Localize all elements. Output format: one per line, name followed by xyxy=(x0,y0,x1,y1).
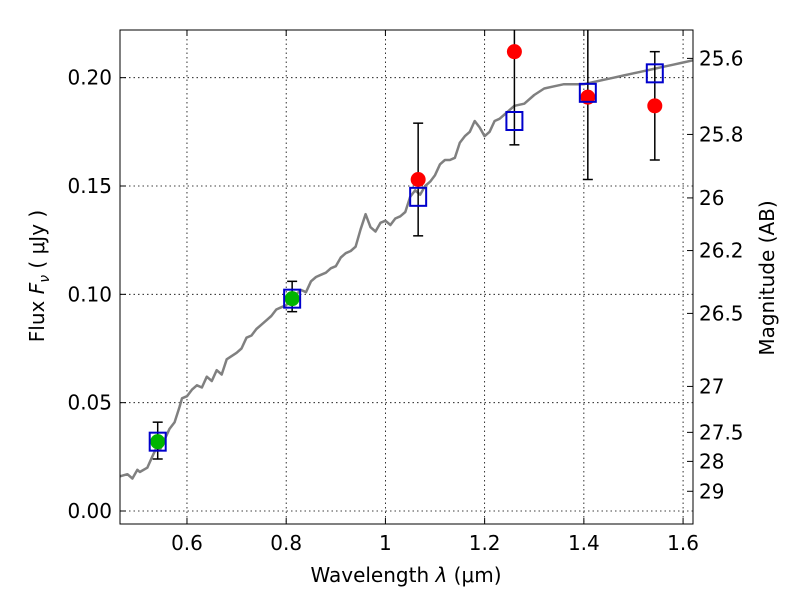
y-tick-label: 0.15 xyxy=(67,174,112,198)
y-tick-label: 0.20 xyxy=(67,66,112,90)
observed-green-point xyxy=(284,291,300,307)
x-tick-label: 1.2 xyxy=(469,531,501,555)
y-axis-title: Flux Fν ( μJy ) xyxy=(25,210,53,342)
x-tick-label: 0.6 xyxy=(171,531,203,555)
y-axis-title-prefix: Flux xyxy=(25,294,49,342)
ticks: 0.6 0.8 1 1.2 1.4 1.6 0.00 0.05 0.10 0.15 0.20 25.6… xyxy=(67,30,744,555)
grid xyxy=(120,30,693,524)
y-axis-title-units: ( μJy ) xyxy=(25,210,49,275)
y-tick-label: 0.10 xyxy=(67,282,112,306)
observed-green-point xyxy=(150,434,166,450)
x-tick-label: 1.6 xyxy=(667,531,699,555)
observed-red-point xyxy=(410,172,426,187)
x-axis-title-prefix: Wavelength xyxy=(310,563,435,587)
observed-red-point xyxy=(647,98,663,114)
x-tick-label: 1.4 xyxy=(568,531,600,555)
y-tick-label: 0.00 xyxy=(67,499,112,523)
model-bandpass-square xyxy=(645,63,664,84)
x-tick-label: 0.8 xyxy=(270,531,302,555)
x-tick-label: 1 xyxy=(379,531,392,555)
y2-tick-label: 28 xyxy=(699,449,724,473)
model-bandpass-square xyxy=(148,431,167,452)
y-axis-title-subscript: ν xyxy=(37,275,53,283)
y2-tick-label: 29 xyxy=(699,479,724,503)
model-bandpass-square xyxy=(283,288,302,309)
x-axis-title: Wavelength λ (μm) xyxy=(310,563,501,587)
model-bandpass-square xyxy=(578,82,597,103)
y-tick-label: 0.05 xyxy=(67,391,112,415)
y2-tick-label: 26.5 xyxy=(699,301,744,325)
y2-tick-label: 26.2 xyxy=(699,239,744,263)
observed-red-point xyxy=(506,44,522,60)
y2-tick-label: 27 xyxy=(699,374,724,398)
model-spectrum-line xyxy=(119,59,694,480)
plot-frame xyxy=(119,29,694,525)
x-axis-title-units: (μm) xyxy=(447,563,501,587)
y2-tick-label: 27.5 xyxy=(699,420,744,444)
y-axis-title-symbol: F xyxy=(25,282,49,294)
model-bandpass-square xyxy=(505,111,524,131)
y2-tick-label: 25.6 xyxy=(699,46,744,70)
y2-tick-label: 25.8 xyxy=(699,122,744,146)
y2-axis-title: Magnitude (AB) xyxy=(755,200,779,355)
model-bandpass-square xyxy=(409,186,428,207)
x-axis-title-symbol: λ xyxy=(434,563,447,587)
spectrum-layer xyxy=(119,59,694,480)
y2-tick-label: 26 xyxy=(699,186,724,210)
marker-layer xyxy=(148,44,664,452)
